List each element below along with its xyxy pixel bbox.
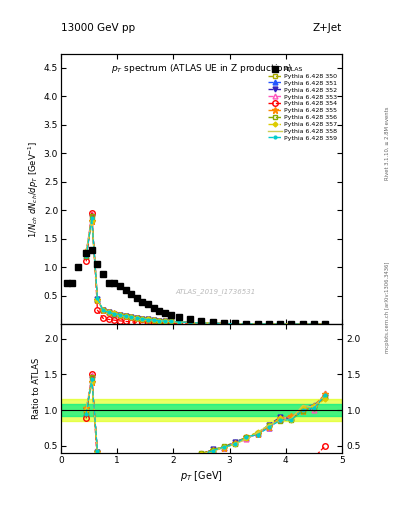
Text: Rivet 3.1.10, ≥ 2.8M events: Rivet 3.1.10, ≥ 2.8M events xyxy=(385,106,390,180)
Text: Z+Jet: Z+Jet xyxy=(313,23,342,33)
Legend: ATLAS, Pythia 6.428 350, Pythia 6.428 351, Pythia 6.428 352, Pythia 6.428 353, P: ATLAS, Pythia 6.428 350, Pythia 6.428 35… xyxy=(267,65,339,142)
Y-axis label: $1/N_{ch}\ dN_{ch}/dp_T\ [\mathrm{GeV}^{-1}]$: $1/N_{ch}\ dN_{ch}/dp_T\ [\mathrm{GeV}^{… xyxy=(27,140,41,238)
Y-axis label: Ratio to ATLAS: Ratio to ATLAS xyxy=(32,358,41,419)
X-axis label: $p_T\ [\mathrm{GeV}]$: $p_T\ [\mathrm{GeV}]$ xyxy=(180,469,223,483)
Text: ATLAS_2019_I1736531: ATLAS_2019_I1736531 xyxy=(175,288,255,295)
Text: 13000 GeV pp: 13000 GeV pp xyxy=(61,23,135,33)
Text: mcplots.cern.ch [arXiv:1306.3436]: mcplots.cern.ch [arXiv:1306.3436] xyxy=(385,262,390,353)
Text: $p_T$ spectrum (ATLAS UE in Z production): $p_T$ spectrum (ATLAS UE in Z production… xyxy=(111,62,292,75)
